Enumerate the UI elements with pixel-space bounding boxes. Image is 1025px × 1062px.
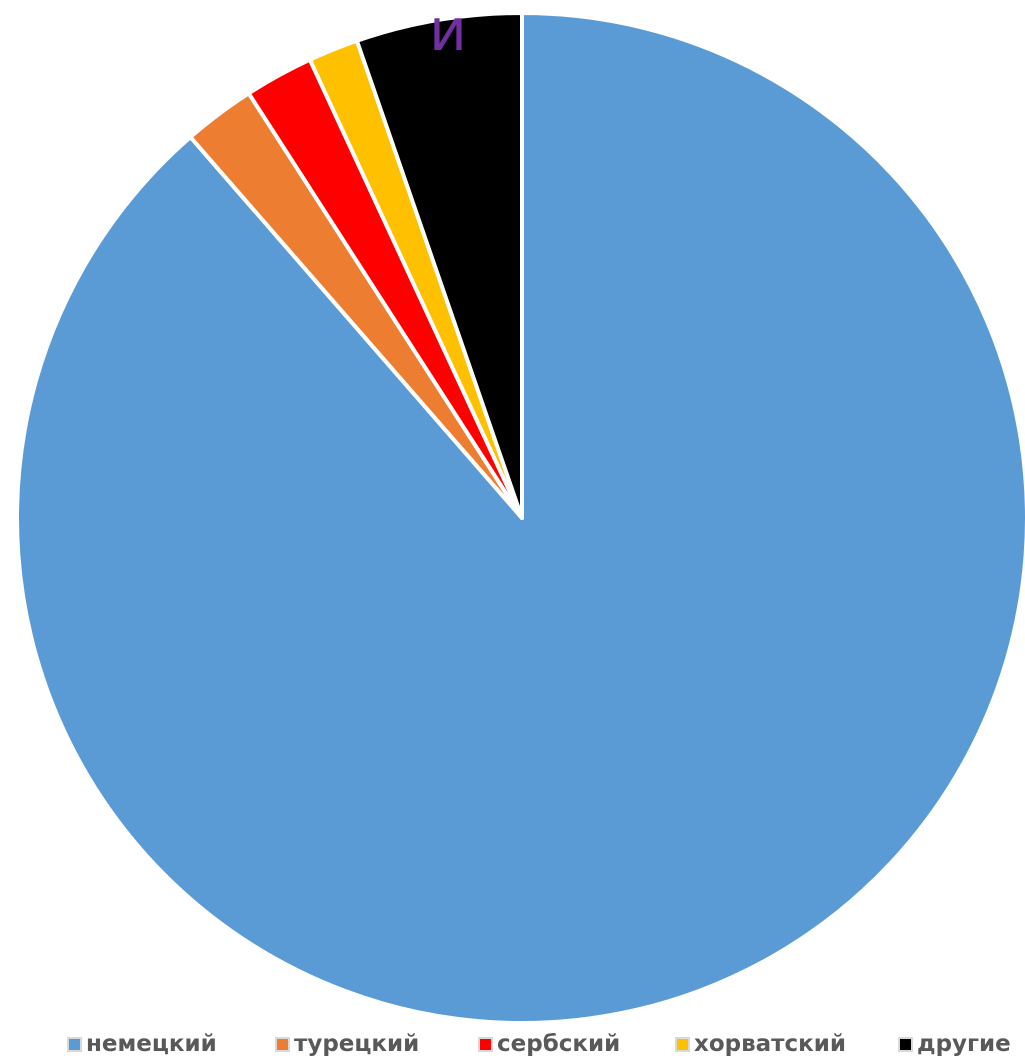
legend-swatch-other (898, 1036, 913, 1052)
legend-item-german: немецкий (67, 1026, 217, 1062)
legend-item-other: другие (898, 1026, 1011, 1062)
legend-swatch-german (67, 1036, 82, 1052)
legend-item-croatian: хорватский (675, 1026, 846, 1062)
legend-label-other: другие (917, 1031, 1011, 1057)
legend-swatch-croatian (675, 1036, 690, 1052)
pie-slice-4 (354, 11, 524, 520)
legend-label-german: немецкий (86, 1031, 217, 1057)
legend-label-serbian: сербский (497, 1031, 621, 1057)
legend-item-serbian: сербский (478, 1026, 620, 1062)
stray-letter: и (429, 0, 467, 64)
legend-swatch-turkish (275, 1036, 290, 1052)
legend-label-turkish: турецкий (294, 1031, 420, 1057)
legend-swatch-serbian (478, 1036, 493, 1052)
legend-item-turkish: турецкий (275, 1026, 419, 1062)
pie-slices (15, 11, 1025, 1025)
chart-legend: немецкий турецкий сербский хорватский др… (0, 1026, 1025, 1062)
legend-label-croatian: хорватский (694, 1031, 846, 1057)
